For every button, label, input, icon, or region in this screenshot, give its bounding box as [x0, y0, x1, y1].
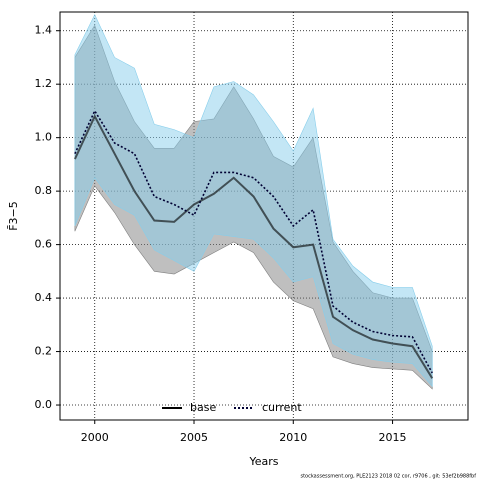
x-tick-label: 2005 — [180, 431, 208, 444]
line — [74, 109, 433, 374]
y-tick-label: 1.0 — [35, 131, 53, 144]
y-tick-label: 0.6 — [35, 238, 53, 251]
line — [73, 114, 434, 379]
y-axis-label: F̄3−5 — [7, 201, 20, 231]
y-tick-label: 0.4 — [35, 291, 53, 304]
y-tick-label: 1.4 — [35, 24, 53, 37]
y-tick-label: 0.0 — [35, 398, 53, 411]
x-tick-label: 2010 — [279, 431, 307, 444]
y-tick-label: 0.2 — [35, 345, 53, 358]
footer: stockassessment.org, PLE2123 2018 02 cor… — [300, 474, 476, 480]
y-tick-label: 1.2 — [35, 77, 53, 90]
x-axis-label: Years — [248, 455, 278, 468]
legend-label: current — [262, 401, 302, 414]
y-tick-label: 0.8 — [35, 184, 53, 197]
legend-label: base — [190, 401, 216, 414]
confidence-band — [74, 13, 433, 388]
plot-frame — [59, 11, 469, 421]
x-tick-label: 2000 — [81, 431, 109, 444]
x-tick-label: 2015 — [379, 431, 407, 444]
